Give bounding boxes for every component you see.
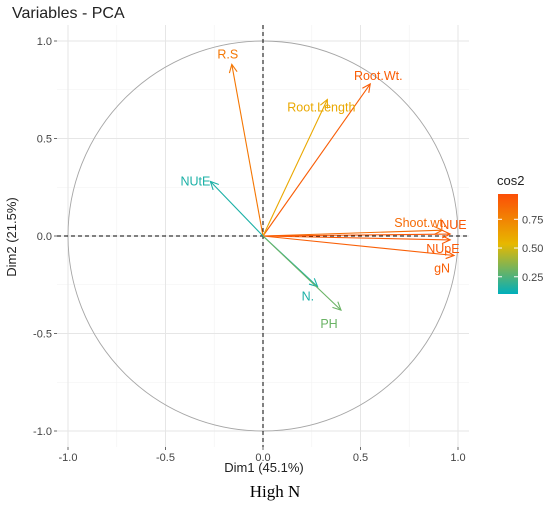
label-NUE: NUE — [440, 218, 466, 232]
arrowhead-N. — [308, 278, 319, 288]
arrowhead-Root.Wt. — [362, 82, 371, 93]
arrowhead-Root.Length — [320, 98, 328, 109]
arrowhead-gN — [445, 250, 456, 260]
figure-caption: High N — [249, 482, 301, 501]
legend-tick-label: 0.25 — [522, 272, 543, 284]
label-PH: PH — [320, 317, 337, 331]
label-NUtE: NUtE — [180, 174, 210, 188]
legend-colorbar — [498, 194, 518, 294]
y-tick-label: -1.0 — [33, 426, 52, 438]
pca-chart: Variables - PCA -1.0 -0.5 0.0 0.5 1.0 -1.0 -0.… — [4, 5, 543, 475]
label-NUpE: NUpE — [426, 242, 459, 256]
x-tick-label: -1.0 — [59, 452, 78, 464]
legend-tick-label: 0.50 — [522, 243, 543, 255]
arrow-Root.Wt. — [262, 83, 371, 237]
label-N.: N. — [302, 290, 315, 304]
x-tick-label: 1.0 — [450, 452, 465, 464]
y-tick-label: 0.5 — [37, 134, 52, 146]
axes: -1.0 -0.5 0.0 0.5 1.0 -1.0 -0.5 0.0 0.5 1.0 — [33, 36, 466, 464]
arrowhead-R.S — [228, 63, 238, 74]
legend-title: cos2 — [497, 173, 524, 188]
arrow-Shoot.wt. — [262, 229, 443, 237]
y-axis-label: Dim2 (21.5%) — [4, 197, 19, 276]
plot-panel — [57, 25, 469, 447]
chart-title: Variables - PCA — [12, 5, 125, 22]
arrow-PH — [262, 235, 342, 311]
arrow-R.S — [231, 64, 264, 237]
variable-labels: R.S Root.Wt. Root.Length NUtE Shoot.wt.NUE NU… — [180, 47, 466, 331]
x-tick-label: 0.0 — [255, 452, 270, 464]
variable-arrows — [209, 63, 456, 311]
y-tick-label: 1.0 — [37, 36, 52, 48]
label-Root.Length: Root.Length — [287, 101, 355, 115]
y-tick-label: -0.5 — [33, 329, 52, 341]
arrowhead-NUpE — [441, 235, 452, 245]
x-axis-label: Dim1 (45.1%) — [224, 460, 303, 475]
x-tick-label: 0.5 — [353, 452, 368, 464]
arrow-gN — [262, 235, 455, 257]
arrowhead-NUtE — [209, 180, 219, 191]
label-Root.Wt.: Root.Wt. — [354, 69, 403, 83]
arrow-Root.Length — [262, 99, 328, 237]
label-Shoot.wt.: Shoot.wt. — [394, 216, 446, 230]
arrowhead-PH — [332, 301, 342, 311]
legend-tick-label: 0.75 — [522, 214, 543, 226]
x-tick-label: -0.5 — [156, 452, 175, 464]
label-gN: gN — [434, 262, 450, 276]
arrow-NUE — [262, 233, 451, 237]
arrow-NUtE — [209, 181, 264, 237]
cos2-legend: cos2 0.25 0.50 0.75 — [497, 173, 543, 294]
label-R.S: R.S — [217, 47, 238, 61]
y-tick-label: 0.0 — [37, 231, 52, 243]
arrow-NUpE — [262, 235, 451, 241]
